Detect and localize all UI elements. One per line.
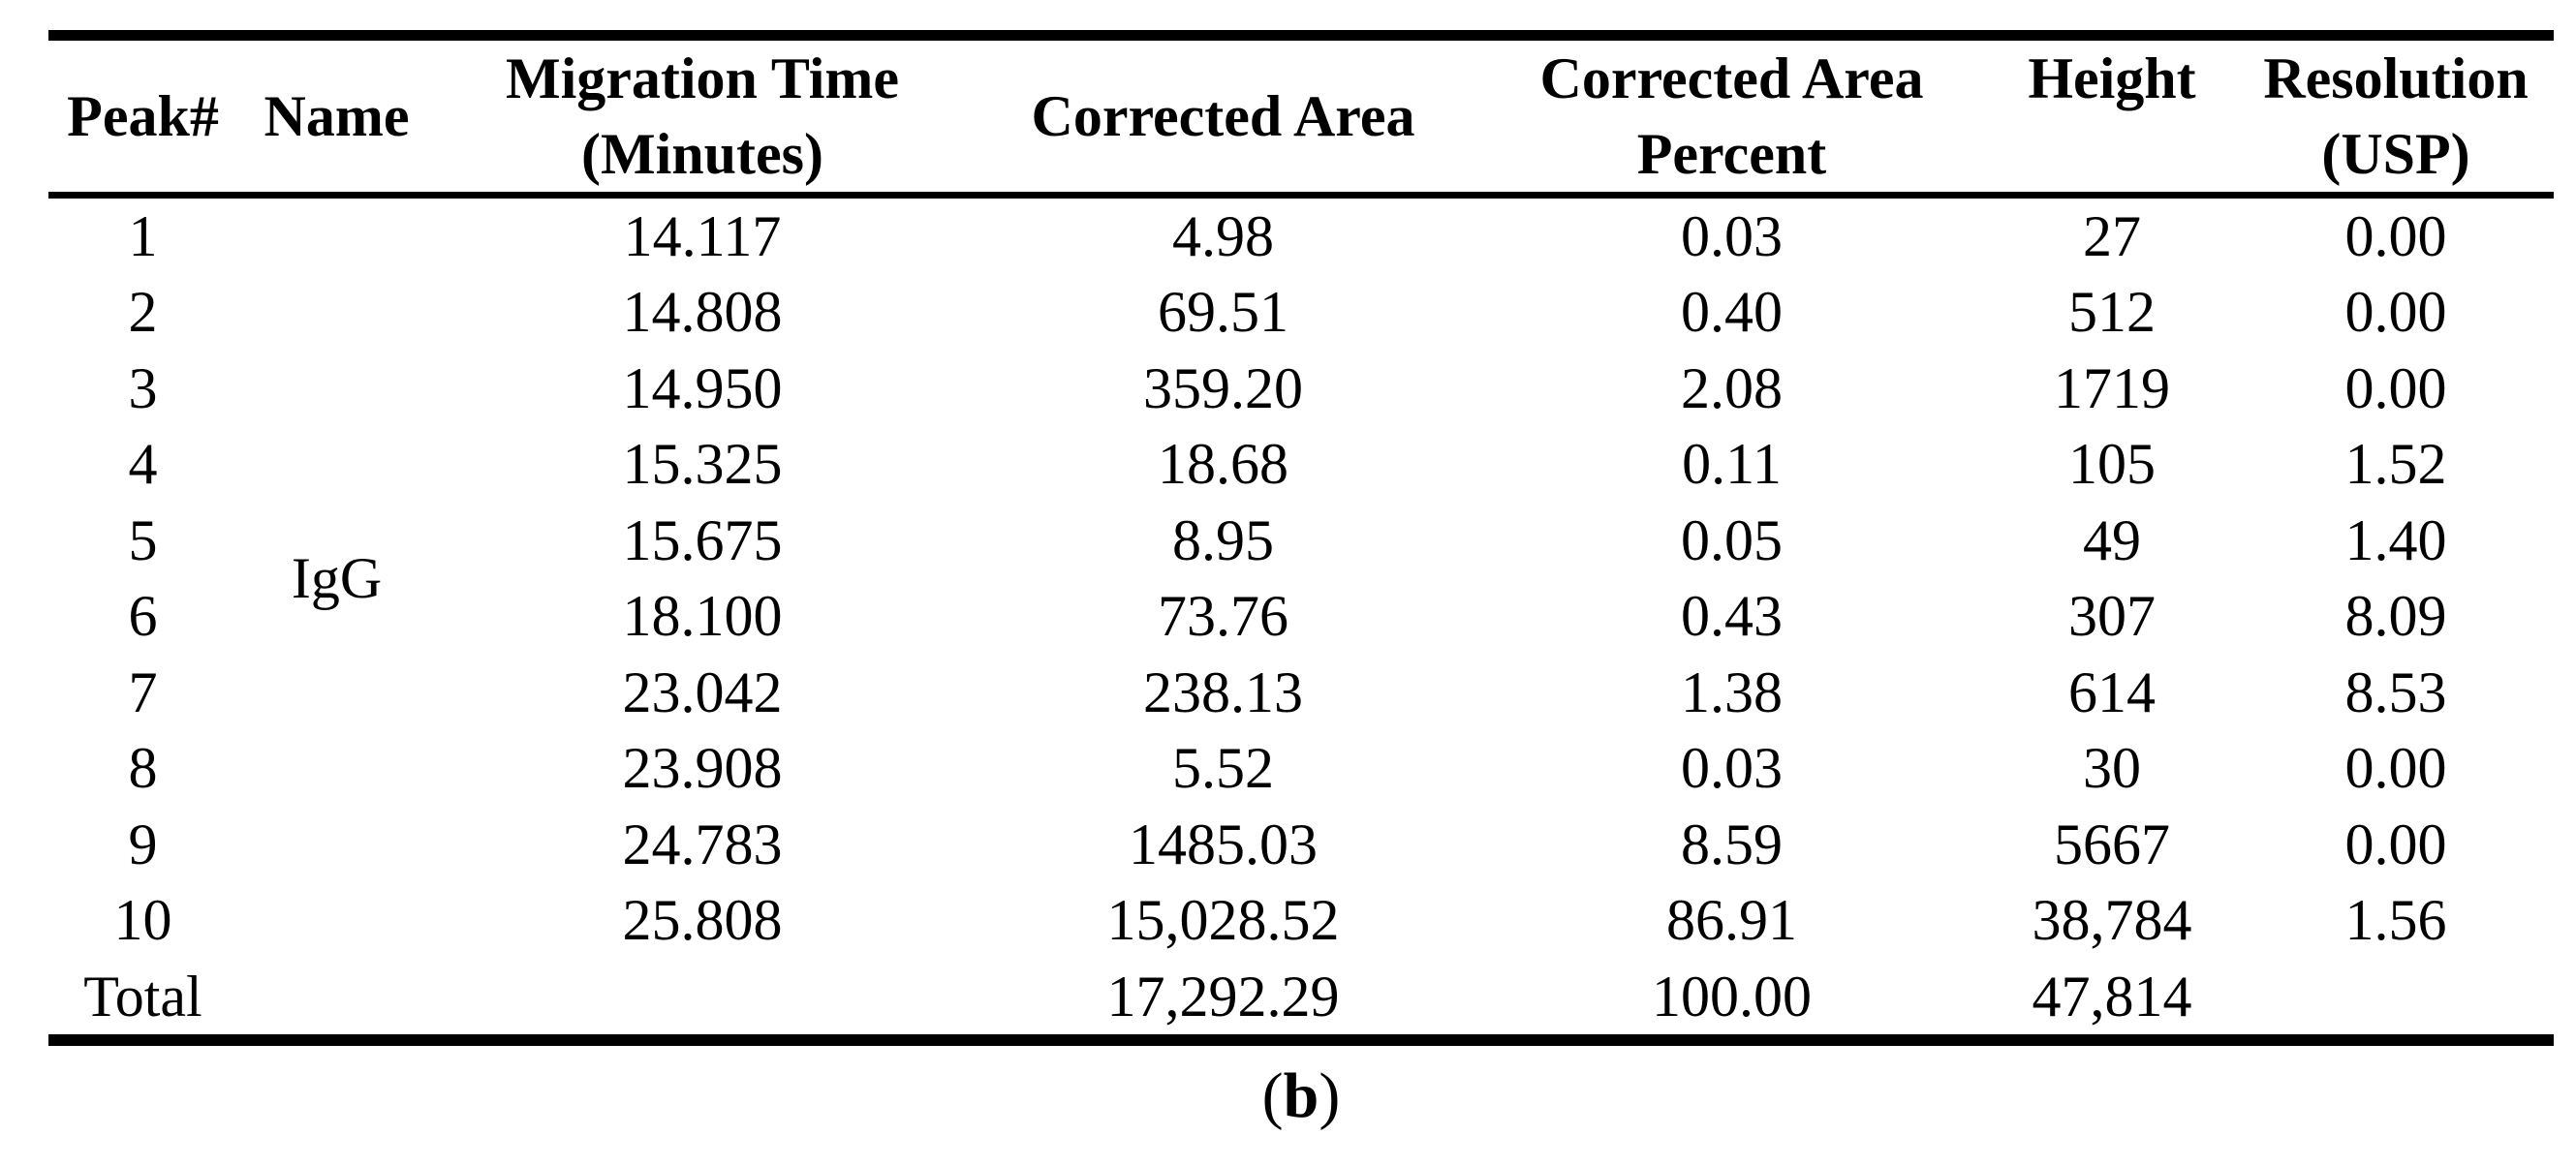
subfigure-caption: (b) (48, 1061, 2554, 1131)
cell-migration-time: 25.808 (622, 888, 783, 953)
col-header-resolution-line1: Resolution (2263, 46, 2529, 110)
col-header-corrected-area-percent: Corrected Area Percent (1477, 36, 1986, 196)
cell-migration-time: 18.100 (622, 584, 783, 649)
cell-corrected-area: 18.68 (1158, 432, 1288, 497)
cell-resolution: 1.52 (2344, 432, 2447, 497)
col-header-corrected-area-percent-line2: Percent (1636, 122, 1827, 186)
cell-corrected-area-percent: 1.38 (1681, 660, 1783, 724)
cell-corrected-area: 15,028.52 (1106, 888, 1340, 953)
cell-corrected-area: 69.51 (1158, 280, 1288, 345)
cell-resolution: 1.40 (2344, 507, 2447, 572)
table-row: 1 IgG 14.117 4.98 0.03 27 0.00 (48, 196, 2554, 610)
cell-corrected-area: 238.13 (1143, 660, 1303, 724)
col-header-migration-time-line1: Migration Time (505, 46, 900, 110)
col-header-resolution-line2: (USP) (2321, 122, 2470, 186)
cell-height: 307 (2068, 584, 2156, 649)
cell-migration-time: 14.950 (622, 355, 783, 420)
cell-peak: 6 (128, 584, 158, 649)
cell-corrected-area-percent: 0.11 (1682, 432, 1782, 497)
results-table: Peak# Name Migration Time (Minutes) Corr… (48, 30, 2554, 1046)
cell-resolution-empty (2238, 959, 2554, 1040)
cell-migration-time: 15.675 (622, 507, 783, 572)
cell-migration-time: 24.783 (622, 812, 783, 876)
cell-total-corrected-area-percent: 100.00 (1652, 964, 1812, 1028)
table-row: 2 14.808 69.51 0.40 512 0.00 (48, 274, 2554, 351)
cell-total-corrected-area: 17,292.29 (1106, 964, 1340, 1028)
cell-corrected-area: 4.98 (1172, 204, 1274, 268)
col-header-migration-time-line2: (Minutes) (581, 122, 823, 186)
cell-corrected-area-percent: 0.03 (1681, 204, 1783, 268)
cell-height: 614 (2068, 660, 2156, 724)
cell-corrected-area-percent: 0.40 (1681, 280, 1783, 345)
cell-corrected-area-percent: 8.59 (1681, 812, 1783, 876)
cell-height: 38,784 (2032, 888, 2192, 953)
col-header-height: Height (2028, 46, 2196, 110)
cell-corrected-area: 73.76 (1158, 584, 1288, 649)
cell-peak: 5 (128, 507, 158, 572)
cell-corrected-area-percent: 0.03 (1681, 736, 1783, 801)
cell-peak: 10 (113, 888, 172, 953)
cell-resolution: 0.00 (2344, 204, 2447, 268)
cell-migration-time-empty (436, 959, 969, 1040)
cell-corrected-area-percent: 0.43 (1681, 584, 1783, 649)
cell-height: 105 (2068, 432, 2156, 497)
cell-migration-time: 23.908 (622, 736, 783, 801)
cell-resolution: 1.56 (2344, 888, 2447, 953)
cell-corrected-area: 5.52 (1172, 736, 1274, 801)
cell-corrected-area-percent: 0.05 (1681, 507, 1783, 572)
table-row: 6 18.100 73.76 0.43 307 8.09 (48, 578, 2554, 655)
cell-corrected-area: 8.95 (1172, 507, 1274, 572)
cell-corrected-area: 1485.03 (1129, 812, 1318, 876)
table-row: 7 23.042 238.13 1.38 614 8.53 (48, 655, 2554, 731)
cell-resolution: 8.53 (2344, 660, 2447, 724)
cell-peak: 8 (128, 736, 158, 801)
col-header-migration-time: Migration Time (Minutes) (436, 36, 969, 196)
cell-migration-time: 23.042 (622, 660, 783, 724)
cell-height: 1719 (2054, 355, 2170, 420)
col-header-name: Name (264, 84, 410, 148)
cell-total-height: 47,814 (2032, 964, 2192, 1028)
table-header-row: Peak# Name Migration Time (Minutes) Corr… (48, 36, 2554, 196)
cell-height: 512 (2068, 280, 2156, 345)
col-header-peak: Peak# (67, 84, 219, 148)
cell-migration-time: 15.325 (622, 432, 783, 497)
cell-height: 27 (2083, 204, 2141, 268)
caption-open-paren: ( (1261, 1060, 1284, 1131)
cell-height: 30 (2083, 736, 2141, 801)
table-row: 9 24.783 1485.03 8.59 5667 0.00 (48, 807, 2554, 883)
cell-peak: 3 (128, 355, 158, 420)
cell-height: 5667 (2054, 812, 2170, 876)
cell-migration-time: 14.808 (622, 280, 783, 345)
cell-resolution: 0.00 (2344, 812, 2447, 876)
cell-name-empty (237, 959, 436, 1040)
table-row: 4 15.325 18.68 0.11 105 1.52 (48, 426, 2554, 503)
table-row: 10 25.808 15,028.52 86.91 38,784 1.56 (48, 882, 2554, 959)
cell-corrected-area-percent: 2.08 (1681, 355, 1783, 420)
cell-height: 49 (2083, 507, 2141, 572)
cell-corrected-area: 359.20 (1143, 355, 1303, 420)
table-row: 3 14.950 359.20 2.08 1719 0.00 (48, 351, 2554, 427)
cell-peak: 9 (128, 812, 158, 876)
table-total-row: Total 17,292.29 100.00 47,814 (48, 959, 2554, 1040)
cell-peak: 4 (128, 432, 158, 497)
col-header-resolution: Resolution (USP) (2238, 36, 2554, 196)
cell-resolution: 0.00 (2344, 736, 2447, 801)
cell-peak: 7 (128, 660, 158, 724)
cell-resolution: 0.00 (2344, 280, 2447, 345)
cell-resolution: 0.00 (2344, 355, 2447, 420)
cell-corrected-area-percent: 86.91 (1666, 888, 1797, 953)
caption-close-paren: ) (1319, 1060, 1341, 1131)
table-row: 8 23.908 5.52 0.03 30 0.00 (48, 730, 2554, 807)
table-row: 5 15.675 8.95 0.05 49 1.40 (48, 503, 2554, 579)
cell-peak: 2 (128, 280, 158, 345)
col-header-corrected-area-percent-line1: Corrected Area (1539, 46, 1924, 110)
cell-name-group: IgG (291, 546, 383, 611)
cell-peak: 1 (128, 204, 158, 268)
cell-resolution: 8.09 (2344, 584, 2447, 649)
col-header-corrected-area: Corrected Area (1031, 84, 1415, 148)
cell-migration-time: 14.117 (623, 204, 782, 268)
caption-letter: b (1283, 1060, 1319, 1131)
cell-total-label: Total (83, 964, 202, 1028)
